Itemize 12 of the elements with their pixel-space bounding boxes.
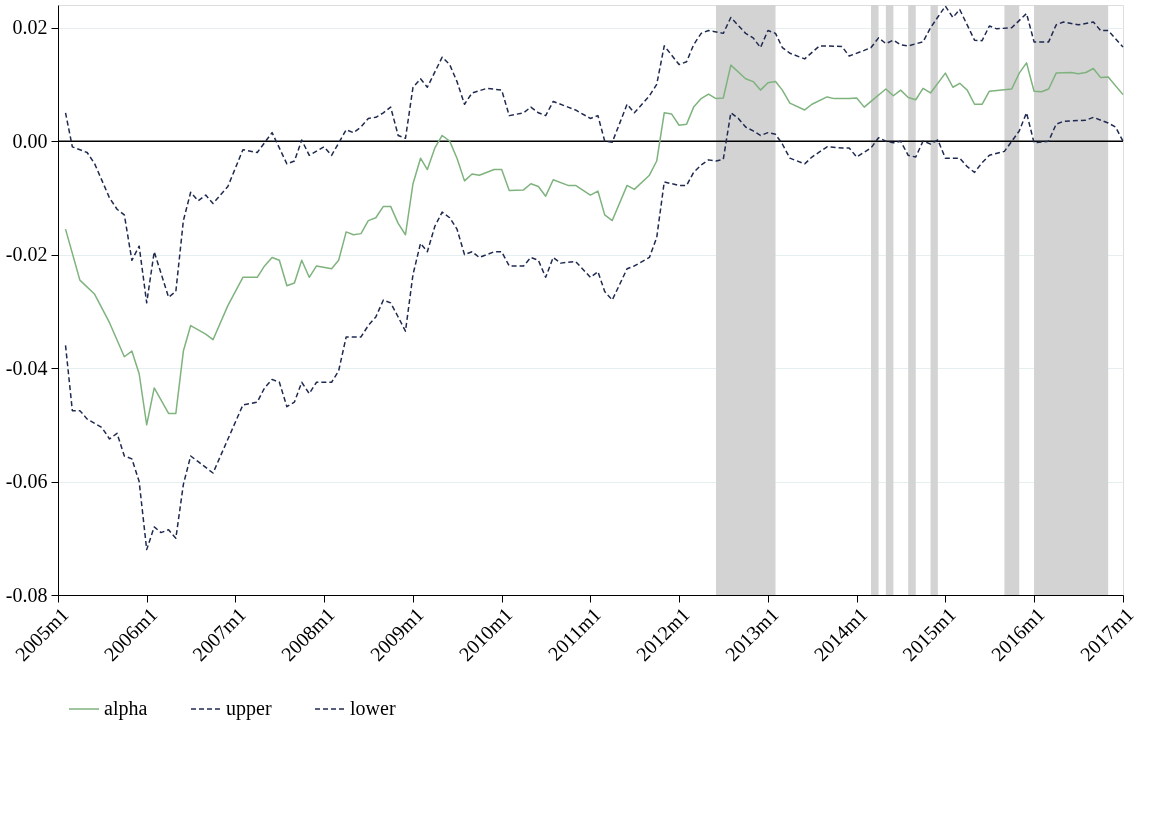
- line-series: [64, 5, 1124, 304]
- y-tick-label: -0.02: [5, 243, 48, 266]
- y-tick-label: 0.00: [12, 129, 48, 152]
- y-tick-label: -0.04: [5, 356, 48, 379]
- legend-label: lower: [350, 697, 396, 719]
- line-series: [64, 112, 1124, 551]
- legend-label: upper: [226, 697, 272, 720]
- y-tick-label: -0.08: [5, 583, 48, 606]
- y-tick-label: 0.02: [12, 16, 48, 39]
- y-tick-label: -0.06: [5, 470, 48, 493]
- line-series: [64, 62, 1124, 426]
- legend-label: alpha: [104, 697, 148, 720]
